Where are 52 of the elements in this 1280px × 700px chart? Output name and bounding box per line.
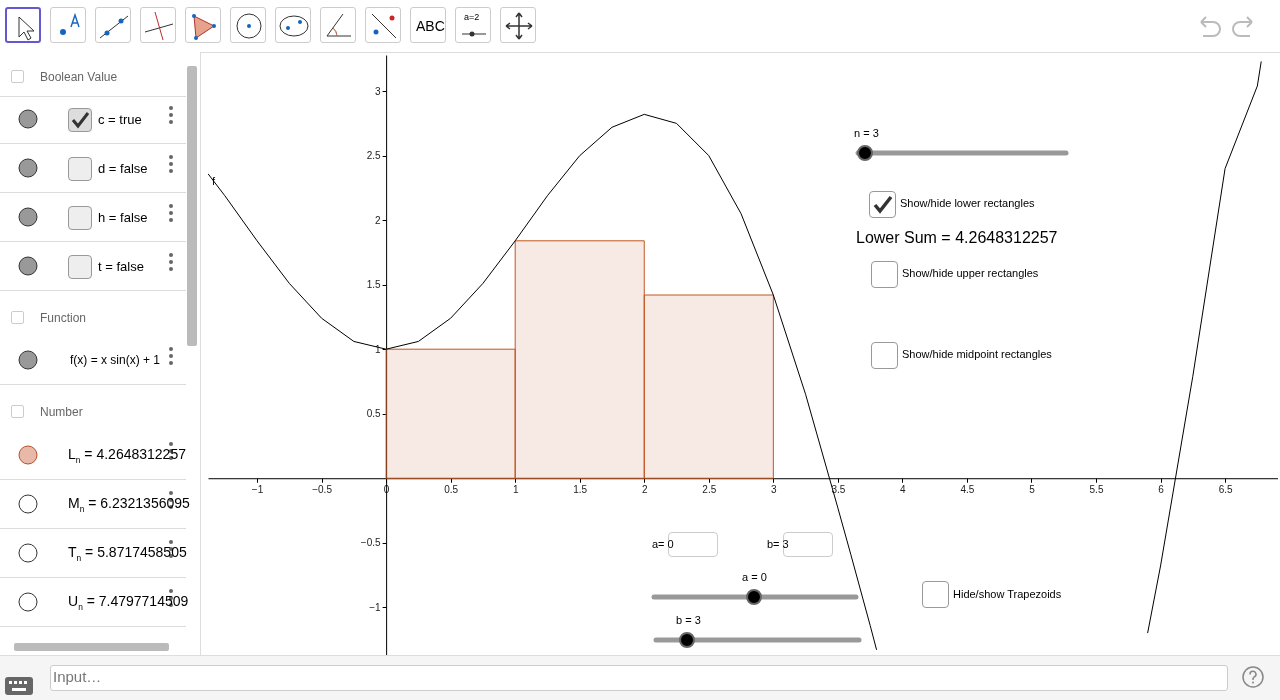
- text: a=2: [464, 12, 480, 23]
- y-tick-label: −1: [369, 601, 382, 613]
- y-tick-label: 0.5: [366, 408, 382, 420]
- annotation: Lower Sum = 4.2648312257: [856, 228, 1058, 248]
- x-tick-label: −1: [251, 483, 264, 495]
- text: c = true: [98, 112, 142, 128]
- annotation: b= 3: [767, 538, 789, 552]
- text: ABC: [416, 18, 445, 35]
- text: Number: [40, 405, 83, 420]
- annotation: Hide/show Trapezoids: [953, 588, 1062, 602]
- y-tick-label: 1.5: [366, 279, 382, 291]
- annotation: a = 0: [742, 571, 767, 585]
- annotation: Show/hide midpoint rectangles: [902, 348, 1052, 362]
- x-tick-label: 5.5: [1089, 483, 1104, 495]
- annotation: Show/hide upper rectangles: [902, 267, 1039, 281]
- annotation: n = 3: [854, 127, 879, 141]
- text: Boolean Value: [40, 70, 118, 85]
- x-tick-label: 1: [512, 483, 519, 495]
- y-tick-label: 2.5: [366, 150, 382, 162]
- text: t = false: [98, 259, 144, 275]
- bar: [514, 240, 645, 479]
- series-label: f: [212, 174, 216, 187]
- bar: [643, 294, 774, 479]
- x-tick-label: 3: [771, 483, 778, 495]
- x-tick-label: 2: [641, 483, 648, 495]
- annotation: Show/hide lower rectangles: [900, 197, 1035, 211]
- bar: [385, 348, 516, 479]
- text: f(x) = x sin(x) + 1: [70, 353, 161, 368]
- text: U$_{n}$ = 7.4797714509: [68, 593, 189, 612]
- annotation: a= 0: [652, 538, 674, 552]
- x-tick-label: −0.5: [312, 483, 333, 495]
- x-tick-label: 6: [1158, 483, 1165, 495]
- x-tick-label: 5: [1029, 483, 1036, 495]
- x-tick-label: 1.5: [573, 483, 588, 495]
- x-tick-label: 2.5: [702, 483, 717, 495]
- x-tick-label: 6.5: [1218, 483, 1233, 495]
- y-tick-label: −0.5: [360, 537, 382, 549]
- text: T$_{n}$ = 5.8717458505: [68, 544, 187, 563]
- text: Function: [40, 311, 87, 326]
- x-tick-label: 4: [900, 483, 907, 495]
- x-tick-label: 0.5: [444, 483, 459, 495]
- text: d = false: [98, 161, 148, 177]
- text: M$_{n}$ = 6.2321356095: [68, 495, 190, 514]
- text: Input…: [53, 668, 102, 686]
- y-tick-label: 2: [375, 214, 382, 226]
- y-tick-label: 3: [375, 85, 382, 97]
- y-tick-label: 1: [375, 343, 382, 355]
- text: h = false: [98, 210, 148, 226]
- annotation: b = 3: [676, 614, 701, 628]
- x-tick-label: 0: [383, 483, 390, 495]
- x-tick-label: 4.5: [960, 483, 975, 495]
- text: L$_{n}$ = 4.2648312257: [68, 446, 186, 465]
